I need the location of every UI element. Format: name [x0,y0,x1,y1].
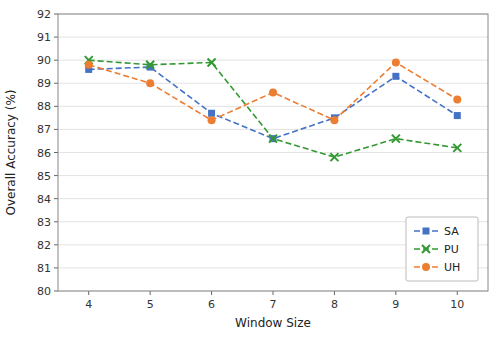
point [85,61,93,69]
grid-line [58,106,488,107]
y-tick-label: 92 [37,8,51,21]
x-tick-label: 9 [392,298,399,311]
point [269,135,277,143]
legend-box [406,217,478,281]
x-axis-label: Window Size [235,316,311,330]
y-tick-label: 89 [37,77,51,90]
grid-line [58,129,488,130]
y-tick-label: 87 [37,123,51,136]
point [454,112,461,119]
x-tick [334,291,335,295]
y-tick [54,198,58,199]
y-tick-label: 81 [37,262,51,275]
y-tick [54,37,58,38]
y-tick [54,129,58,130]
grid-line [58,175,488,176]
grid-line [58,198,488,199]
chart-container: 8081828384858687888990919245678910Window… [0,0,500,337]
chart-svg: 8081828384858687888990919245678910Window… [0,0,500,337]
y-tick-label: 84 [37,193,51,206]
x-tick-label: 5 [147,298,154,311]
point [208,116,216,124]
legend-label: UH [444,261,460,274]
x-tick-label: 10 [450,298,464,311]
legend-marker [422,245,430,253]
data-area [85,56,462,161]
point [330,116,338,124]
legend: SA PU UH [406,217,478,281]
series [85,64,461,143]
x-tick-label: 4 [85,298,92,311]
series [85,58,462,124]
series-line [89,62,458,120]
y-tick [54,221,58,222]
y-tick [54,83,58,84]
point [208,58,216,66]
point [146,79,154,87]
series [85,56,462,161]
grid [58,14,488,291]
point [208,110,215,117]
grid-line [58,83,488,84]
x-tick-label: 8 [331,298,338,311]
y-tick-label: 82 [37,239,51,252]
plot-frame [58,14,488,291]
y-tick [54,267,58,268]
legend-marker [423,228,430,235]
point [453,95,461,103]
point [330,153,338,161]
series-line [89,60,458,157]
y-tick-label: 86 [37,147,51,160]
legend-label: SA [444,225,459,238]
y-tick [54,60,58,61]
x-tick [211,291,212,295]
x-tick [273,291,274,295]
y-tick [54,152,58,153]
legend-marker [422,263,430,271]
y-tick-label: 80 [37,285,51,298]
point [453,144,461,152]
point [392,73,399,80]
y-tick [54,244,58,245]
y-tick [54,291,58,292]
x-tick [88,291,89,295]
y-tick [54,175,58,176]
series-line [89,67,458,139]
point [392,135,400,143]
y-tick-label: 88 [37,100,51,113]
point [270,135,277,142]
y-tick-label: 85 [37,170,51,183]
y-tick-label: 83 [37,216,51,229]
x-tick-label: 7 [270,298,277,311]
grid-line [58,37,488,38]
y-tick-label: 90 [37,54,51,67]
legend-label: PU [444,243,459,256]
x-tick-label: 6 [208,298,215,311]
point [392,58,400,66]
y-tick-label: 91 [37,31,51,44]
y-tick [54,106,58,107]
grid-line [58,60,488,61]
x-tick [150,291,151,295]
point [269,88,277,96]
x-tick [457,291,458,295]
x-tick [395,291,396,295]
y-axis-label: Overall Accuracy (%) [4,89,18,215]
y-tick [54,14,58,15]
point [146,61,154,69]
grid-line [58,152,488,153]
